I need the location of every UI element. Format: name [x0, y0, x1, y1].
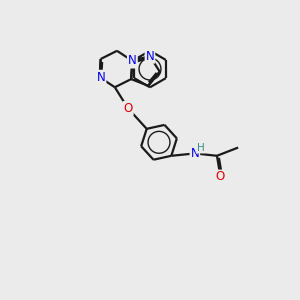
- Text: N: N: [146, 50, 154, 63]
- Text: O: O: [216, 170, 225, 184]
- Text: N: N: [190, 147, 199, 160]
- Text: N: N: [97, 71, 106, 84]
- Text: H: H: [196, 142, 204, 152]
- Text: N: N: [128, 54, 136, 68]
- Text: N: N: [128, 54, 136, 68]
- Text: O: O: [124, 102, 133, 115]
